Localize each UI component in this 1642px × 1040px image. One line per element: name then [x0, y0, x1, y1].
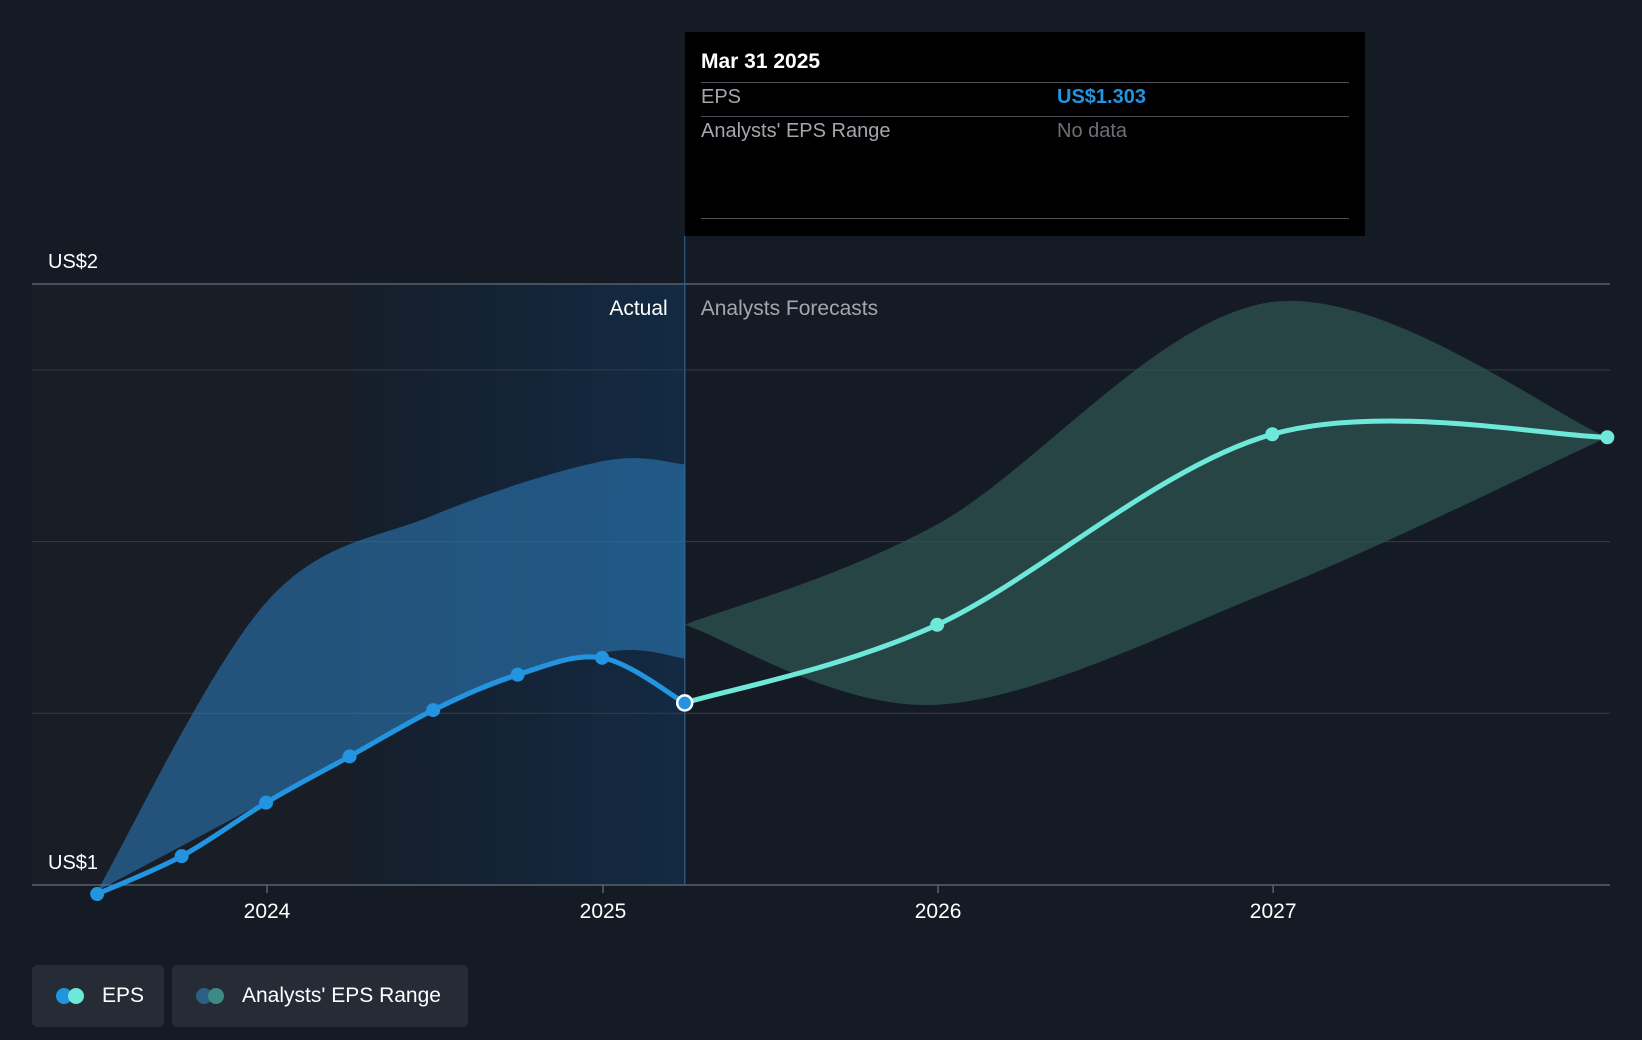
- tooltip-eps-value: US$1.303: [1057, 86, 1146, 108]
- eps-actual-line: [94, 654, 688, 897]
- legend-item-eps-range[interactable]: Analysts' EPS Range: [172, 965, 468, 1027]
- eps-point-highlighted: [675, 694, 694, 712]
- eps-actual-point: [90, 887, 105, 902]
- legend-swatch-eps: [56, 987, 86, 1005]
- actual-range-band: [97, 458, 685, 891]
- x-tick-label: 2024: [244, 900, 291, 923]
- tooltip-range-label: Analysts' EPS Range: [701, 120, 891, 142]
- tooltip-divider: [701, 82, 1349, 83]
- legend-swatch-eps-range: [196, 987, 226, 1005]
- eps-actual-point: [174, 849, 189, 864]
- eps-actual-point: [426, 703, 441, 718]
- forecast-label: Analysts Forecasts: [701, 297, 878, 320]
- legend-label-eps: EPS: [102, 984, 145, 1007]
- x-tick-label: 2026: [915, 900, 962, 923]
- x-tick-label: 2027: [1250, 900, 1297, 923]
- y-axis-label-max: US$2: [48, 251, 98, 273]
- eps-actual-point: [595, 650, 610, 665]
- actual-label: Actual: [609, 297, 667, 320]
- legend-item-eps[interactable]: EPS: [32, 965, 164, 1027]
- eps-actual-point: [510, 667, 525, 682]
- eps-actual-point: [342, 749, 357, 764]
- tooltip-date: Mar 31 2025: [701, 50, 821, 73]
- eps-forecast-point: [1600, 430, 1615, 445]
- tooltip-divider: [701, 218, 1349, 219]
- tooltip-divider: [701, 116, 1349, 117]
- legend-label-eps-range: Analysts' EPS Range: [242, 984, 441, 1007]
- forecast-range-band: [684, 300, 1608, 706]
- eps-forecast-line: [682, 418, 1610, 706]
- eps-forecast-point: [930, 617, 945, 632]
- y-axis-label-min: US$1: [48, 852, 98, 874]
- tooltip-eps-label: EPS: [701, 86, 742, 108]
- tooltip-range-value: No data: [1057, 120, 1128, 142]
- eps-actual-point: [259, 795, 274, 810]
- eps-forecast-point: [1265, 427, 1280, 442]
- tooltip: Mar 31 2025 EPS US$1.303 Analysts' EPS R…: [685, 32, 1365, 236]
- x-tick-label: 2025: [580, 900, 627, 923]
